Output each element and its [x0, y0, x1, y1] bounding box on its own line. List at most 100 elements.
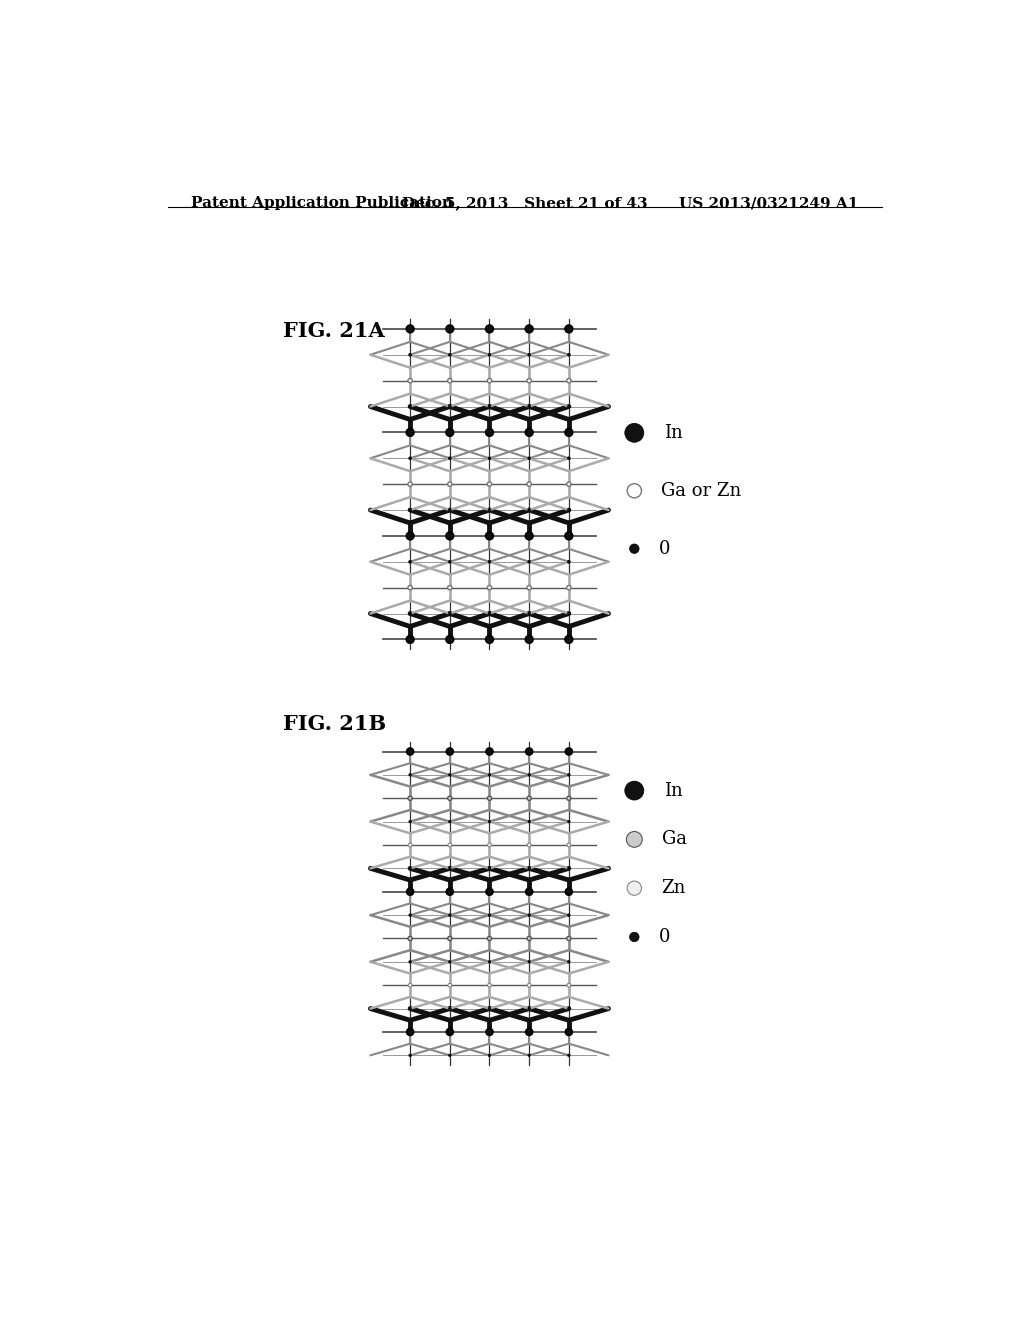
Circle shape — [567, 843, 570, 847]
Circle shape — [527, 843, 531, 847]
Circle shape — [566, 482, 571, 486]
Circle shape — [526, 1028, 532, 1035]
Circle shape — [527, 586, 531, 590]
Circle shape — [409, 612, 412, 615]
Circle shape — [565, 532, 572, 540]
Circle shape — [525, 429, 532, 436]
Circle shape — [446, 325, 454, 333]
Circle shape — [527, 508, 530, 511]
Circle shape — [447, 936, 452, 941]
Circle shape — [630, 932, 639, 941]
Circle shape — [527, 867, 530, 870]
Circle shape — [527, 1055, 530, 1056]
Text: 0: 0 — [658, 928, 671, 946]
Circle shape — [486, 748, 493, 755]
Circle shape — [527, 913, 530, 916]
Circle shape — [627, 880, 641, 895]
Text: FIG. 21A: FIG. 21A — [283, 321, 384, 341]
Circle shape — [449, 867, 452, 870]
Circle shape — [409, 983, 412, 987]
Circle shape — [567, 820, 570, 822]
Circle shape — [567, 913, 570, 916]
Circle shape — [566, 379, 571, 383]
Circle shape — [449, 913, 452, 916]
Circle shape — [449, 1055, 452, 1056]
Text: In: In — [664, 424, 682, 442]
Circle shape — [409, 457, 412, 459]
Circle shape — [407, 748, 414, 755]
Circle shape — [567, 961, 570, 964]
Circle shape — [449, 457, 452, 459]
Circle shape — [447, 379, 452, 383]
Circle shape — [408, 586, 413, 590]
Circle shape — [485, 325, 494, 333]
Circle shape — [487, 983, 492, 987]
Circle shape — [409, 354, 412, 356]
Circle shape — [627, 832, 642, 847]
Circle shape — [409, 913, 412, 916]
Circle shape — [449, 820, 452, 822]
Circle shape — [565, 1028, 572, 1035]
Circle shape — [488, 1007, 490, 1010]
Circle shape — [488, 508, 490, 511]
Circle shape — [566, 796, 571, 800]
Circle shape — [485, 636, 494, 643]
Circle shape — [527, 983, 531, 987]
Circle shape — [408, 379, 413, 383]
Circle shape — [487, 843, 492, 847]
Circle shape — [407, 1028, 414, 1035]
Circle shape — [525, 532, 532, 540]
Circle shape — [527, 961, 530, 964]
Circle shape — [567, 983, 570, 987]
Circle shape — [567, 354, 570, 356]
Circle shape — [449, 354, 452, 356]
Circle shape — [447, 843, 452, 847]
Circle shape — [565, 429, 572, 436]
Circle shape — [408, 936, 413, 941]
Circle shape — [407, 325, 414, 333]
Circle shape — [630, 544, 639, 553]
Circle shape — [527, 482, 531, 486]
Circle shape — [525, 636, 532, 643]
Circle shape — [485, 532, 494, 540]
Circle shape — [567, 867, 570, 870]
Circle shape — [526, 888, 532, 895]
Circle shape — [488, 561, 490, 564]
Text: Ga: Ga — [663, 830, 687, 849]
Circle shape — [488, 867, 490, 870]
Circle shape — [567, 612, 570, 615]
Circle shape — [627, 483, 641, 498]
Circle shape — [625, 424, 644, 442]
Circle shape — [567, 561, 570, 564]
Circle shape — [446, 1028, 453, 1035]
Circle shape — [527, 379, 531, 383]
Circle shape — [409, 508, 412, 511]
Circle shape — [409, 820, 412, 822]
Circle shape — [488, 961, 490, 964]
Circle shape — [449, 561, 452, 564]
Circle shape — [447, 586, 452, 590]
Circle shape — [446, 532, 454, 540]
Circle shape — [446, 636, 454, 643]
Circle shape — [565, 325, 572, 333]
Circle shape — [488, 774, 490, 776]
Circle shape — [567, 457, 570, 459]
Circle shape — [565, 748, 572, 755]
Circle shape — [407, 636, 414, 643]
Circle shape — [446, 429, 454, 436]
Circle shape — [409, 867, 412, 870]
Circle shape — [527, 774, 530, 776]
Circle shape — [409, 561, 412, 564]
Circle shape — [409, 843, 412, 847]
Circle shape — [449, 612, 452, 615]
Circle shape — [567, 508, 570, 511]
Circle shape — [407, 888, 414, 895]
Circle shape — [566, 586, 571, 590]
Circle shape — [527, 612, 530, 615]
Circle shape — [449, 961, 452, 964]
Circle shape — [565, 888, 572, 895]
Circle shape — [527, 354, 530, 356]
Circle shape — [447, 983, 452, 987]
Circle shape — [487, 379, 492, 383]
Text: Ga or Zn: Ga or Zn — [662, 482, 741, 500]
